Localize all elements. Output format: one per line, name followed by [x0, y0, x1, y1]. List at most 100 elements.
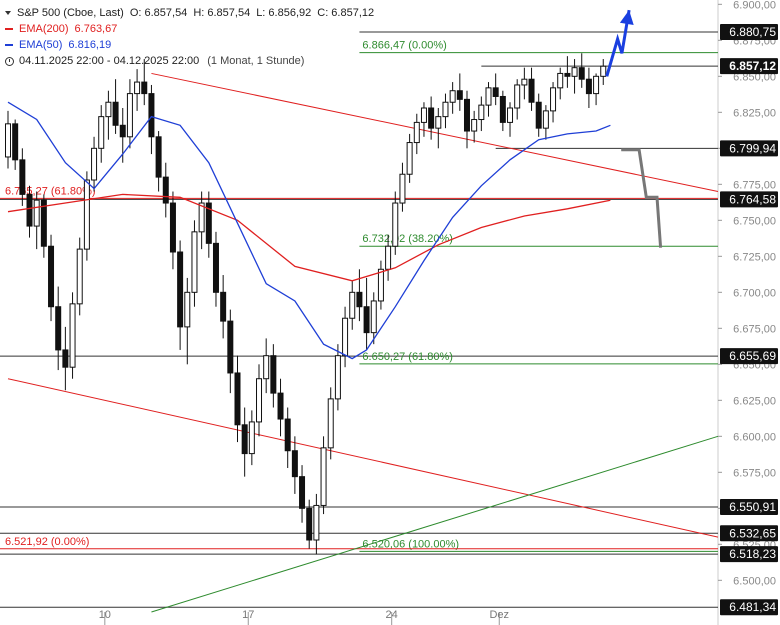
forecast-arrow	[605, 9, 631, 77]
candle-body	[155, 136, 162, 178]
candle-body	[177, 251, 184, 328]
ema200-line	[7, 193, 611, 282]
current-price-box	[720, 58, 778, 75]
candle-body	[198, 202, 205, 233]
candle-body	[12, 123, 19, 161]
candle-body	[212, 242, 219, 293]
trendline	[151, 72, 719, 193]
candle-body	[306, 507, 313, 541]
candle-body	[492, 87, 499, 97]
y-tick-label: 6.900,00	[733, 0, 776, 11]
ema50-label: EMA(50)	[19, 39, 63, 51]
ema200-label: EMA(200)	[19, 23, 69, 35]
candle-body	[234, 372, 241, 426]
x-tick-label: Dez	[489, 609, 509, 621]
candle-body	[449, 90, 456, 103]
candle-body	[141, 81, 148, 95]
date-range: 04.11.2025 22:00 - 04.12.2025 22:00	[19, 55, 200, 67]
candle-body	[435, 116, 442, 129]
candle-body	[507, 107, 514, 123]
price-label-box	[720, 525, 778, 542]
candle-body	[248, 421, 255, 455]
projection-path	[621, 148, 663, 248]
legend-ema200-row[interactable]: EMA(200) 6.763,67	[5, 21, 380, 37]
forecast-arrow-head	[619, 10, 634, 25]
fib-level-label: 6.732,02 (38.20%)	[362, 233, 453, 245]
price-label-box	[720, 499, 778, 516]
candle-body	[169, 202, 176, 253]
candle-body	[499, 95, 506, 123]
candle-body	[241, 424, 248, 455]
candle-body	[377, 268, 384, 302]
price-label-text: 6.880,75	[729, 25, 776, 39]
price-label-box	[720, 546, 778, 563]
ema50-value: 6.816,19	[68, 39, 112, 51]
y-tick-label: 6.625,00	[733, 395, 776, 407]
candle-body	[585, 78, 592, 95]
candle-body	[420, 107, 427, 123]
candle-body	[571, 67, 578, 77]
candle-body	[134, 81, 141, 95]
candle-body	[334, 355, 341, 400]
candle-body	[521, 78, 528, 86]
price-label-text: 6.655,69	[729, 349, 776, 363]
candle-body	[55, 306, 62, 351]
candle-body	[463, 98, 470, 132]
candle-body	[471, 119, 478, 132]
candle-body	[263, 355, 270, 380]
candle-body	[478, 104, 485, 121]
candle-body	[220, 291, 227, 322]
y-tick-label: 6.675,00	[733, 323, 776, 335]
candle-body	[184, 291, 191, 328]
collapse-icon[interactable]	[5, 11, 11, 15]
candle-body	[162, 176, 169, 204]
x-tick-label: 10	[99, 609, 111, 621]
y-tick-label: 6.575,00	[733, 467, 776, 479]
price-label-text: 6.518,23	[729, 547, 776, 561]
candle-body	[456, 90, 463, 100]
candle-body	[342, 317, 349, 357]
candle-body	[69, 303, 76, 368]
candle-body	[112, 101, 119, 126]
open-value: O: 6.857,54	[129, 7, 188, 19]
fib-level-label: 6.866,47 (0.00%)	[362, 40, 446, 52]
trendline	[151, 435, 719, 613]
candle-body	[578, 67, 585, 80]
instrument-name: S&P 500 (Cboe, Last)	[17, 7, 124, 19]
price-label-box	[720, 191, 778, 208]
y-tick-label: 6.500,00	[733, 575, 776, 587]
price-label-text: 6.550,91	[729, 500, 776, 514]
candle-body	[98, 116, 105, 149]
price-label-box	[720, 348, 778, 365]
candle-body	[442, 101, 449, 118]
interval-label: (1 Monat, 1 Stunde)	[207, 55, 305, 67]
candle-body	[356, 291, 363, 308]
price-label-text: 6.481,34	[729, 600, 776, 614]
legend-range-row: 04.11.2025 22:00 - 04.12.2025 22:00 (1 M…	[5, 53, 380, 69]
y-tick-label: 6.850,00	[733, 71, 776, 83]
price-label-text: 6.799,94	[729, 141, 776, 155]
fib-level-label: 6.650,27 (61.80%)	[362, 351, 453, 363]
candle-body	[392, 202, 399, 247]
candle-body	[148, 93, 155, 138]
candle-body	[514, 84, 521, 109]
price-label-text: 6.764,58	[729, 192, 776, 206]
candle-body	[91, 147, 98, 181]
y-tick-label: 6.750,00	[733, 215, 776, 227]
candle-body	[126, 93, 133, 138]
candle-body	[413, 121, 420, 144]
legend-ema50-row[interactable]: EMA(50) 6.816,19	[5, 37, 380, 53]
candle-body	[399, 173, 406, 204]
candle-body	[385, 245, 392, 270]
current-price-text: 6.857,12	[729, 59, 776, 73]
candle-body	[256, 378, 263, 423]
y-tick-label: 6.825,00	[733, 107, 776, 119]
candle-body	[406, 142, 413, 175]
candle-body	[428, 107, 435, 129]
candle-body	[119, 124, 126, 138]
legend-instrument-row: S&P 500 (Cboe, Last) O: 6.857,54 H: 6.85…	[5, 5, 380, 21]
candle-body	[542, 110, 549, 129]
candle-body	[191, 231, 198, 293]
candle-body	[62, 349, 69, 368]
